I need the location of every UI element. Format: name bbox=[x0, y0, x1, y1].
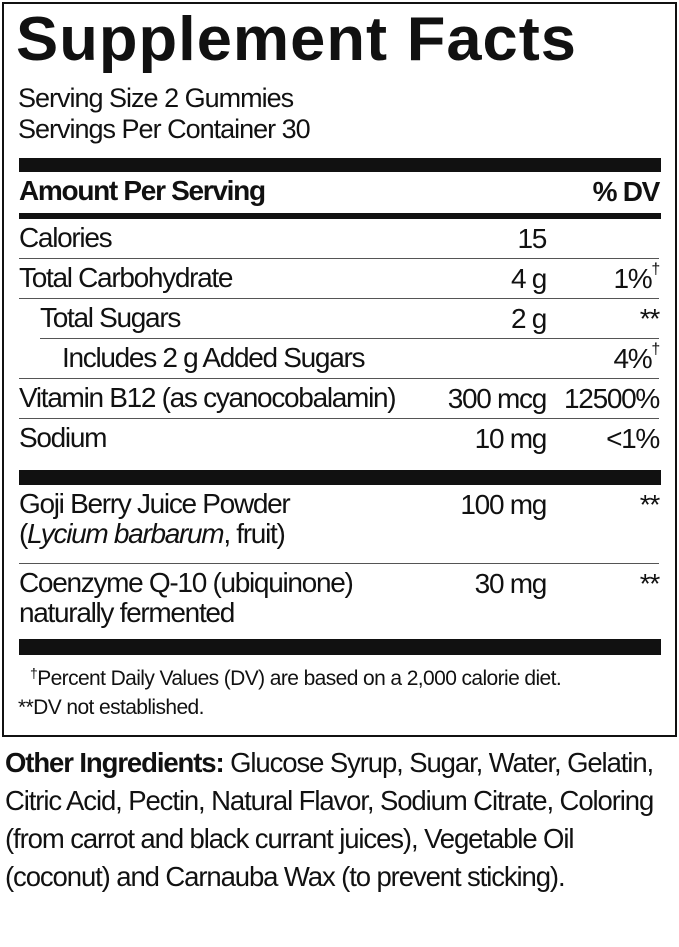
nutrient-row: Total Sugars 2 g ** bbox=[19, 301, 661, 337]
nutrient-row: Includes 2 g Added Sugars 4%† bbox=[19, 341, 660, 377]
nutrient-amount: 300 mcg bbox=[447, 383, 548, 414]
nutrient-name: Vitamin B12 (as cyanocobalamin) bbox=[19, 382, 397, 413]
nutrient-amount: 2 g bbox=[510, 303, 547, 334]
nutrient-dv: <1% bbox=[606, 423, 660, 454]
supplement-facts-panel bbox=[2, 2, 677, 737]
ingredient-dv: ** bbox=[639, 568, 661, 599]
row-divider bbox=[19, 298, 659, 299]
footnote-star: **DV not established. bbox=[18, 696, 204, 719]
ingredient-amount: 100 mg bbox=[460, 489, 547, 520]
row-divider bbox=[19, 378, 659, 379]
dagger-mark: † bbox=[651, 341, 660, 358]
nutrient-name: Calories bbox=[19, 222, 113, 253]
header-row: Amount Per Serving % DV bbox=[19, 174, 661, 210]
row-divider bbox=[19, 418, 659, 419]
nutrient-amount: 10 mg bbox=[474, 423, 548, 454]
ingredient-dv: ** bbox=[639, 489, 661, 520]
row-divider bbox=[19, 258, 659, 259]
panel-title: Supplement Facts bbox=[16, 5, 577, 74]
ingredient-name: Coenzyme Q-10 (ubiquinone) naturally ferm… bbox=[19, 567, 354, 628]
row-divider bbox=[40, 338, 659, 339]
amount-per-serving-label: Amount Per Serving bbox=[19, 175, 266, 206]
dagger-mark: † bbox=[651, 261, 660, 278]
other-ingredients-text: Glucose Syrup, Sugar, Water, Gelatin, Ci… bbox=[5, 747, 654, 892]
nutrient-row: Sodium 10 mg <1% bbox=[19, 421, 660, 457]
thick-divider bbox=[19, 158, 661, 172]
ingredient-amount: 30 mg bbox=[474, 568, 548, 599]
nutrient-dv: 4% bbox=[613, 343, 653, 374]
serving-size: Serving Size 2 Gummies bbox=[18, 83, 294, 113]
nutrient-amount: 15 bbox=[517, 223, 547, 254]
nutrient-name: Total Sugars bbox=[40, 302, 181, 333]
servings-per-container: Servings Per Container 30 bbox=[18, 114, 311, 144]
nutrient-dv: ** bbox=[639, 303, 661, 334]
nutrient-row: Vitamin B12 (as cyanocobalamin) 300 mcg … bbox=[19, 381, 660, 417]
dv-label: % DV bbox=[592, 176, 661, 207]
other-ingredients: Other Ingredients: Glucose Syrup, Sugar,… bbox=[5, 744, 665, 896]
medium-divider bbox=[19, 213, 661, 219]
footnote-dagger: †Percent Daily Values (DV) are based on … bbox=[30, 665, 562, 690]
thick-divider bbox=[19, 470, 661, 485]
ingredient-row: Coenzyme Q-10 (ubiquinone) naturally ferm… bbox=[19, 566, 661, 638]
nutrient-dv: 1% bbox=[613, 263, 653, 294]
row-divider bbox=[19, 563, 659, 564]
ingredient-name: Goji Berry Juice Powder (Lycium barbarum,… bbox=[19, 488, 291, 549]
nutrient-name: Includes 2 g Added Sugars bbox=[62, 342, 366, 373]
ingredient-row: Goji Berry Juice Powder (Lycium barbarum,… bbox=[19, 487, 661, 559]
other-ingredients-label: Other Ingredients: bbox=[5, 747, 225, 778]
nutrient-row: Calories 15 bbox=[19, 221, 659, 257]
nutrient-row: Total Carbohydrate 4 g 1%† bbox=[19, 261, 660, 297]
thick-divider bbox=[19, 639, 661, 655]
nutrient-name: Sodium bbox=[19, 422, 107, 453]
nutrient-name: Total Carbohydrate bbox=[19, 262, 233, 293]
nutrient-dv: 12500% bbox=[564, 383, 660, 414]
nutrient-amount: 4 g bbox=[510, 263, 547, 294]
